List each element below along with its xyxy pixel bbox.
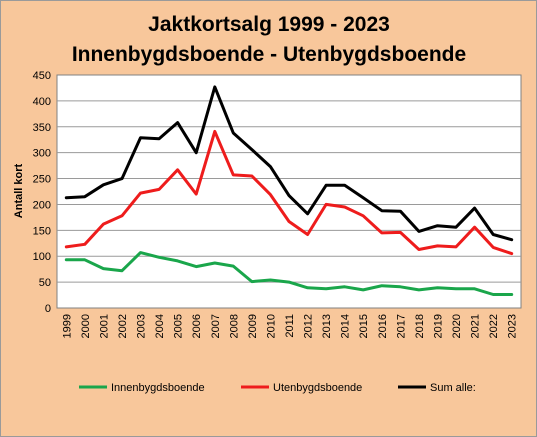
x-tick-label-2020: 2020 xyxy=(451,314,463,338)
legend-label-0: Innenbygdsboende xyxy=(111,382,205,394)
y-tick-label-350: 350 xyxy=(33,122,51,134)
y-axis-label: Antall kort xyxy=(13,163,25,218)
x-tick-label-2023: 2023 xyxy=(507,314,519,338)
y-tick-label-100: 100 xyxy=(33,251,51,263)
x-tick-label-2005: 2005 xyxy=(173,314,185,338)
x-tick-label-2016: 2016 xyxy=(377,314,389,338)
x-tick-label-2002: 2002 xyxy=(117,314,129,338)
y-tick-label-150: 150 xyxy=(33,225,51,237)
x-tick-label-2012: 2012 xyxy=(303,314,315,338)
plot-area xyxy=(56,74,522,309)
x-tick-label-2019: 2019 xyxy=(432,314,444,338)
chart-title-line1: Jaktkortsalg 1999 - 2023 xyxy=(148,13,390,36)
x-tick-label-2004: 2004 xyxy=(154,314,166,338)
x-tick-label-2007: 2007 xyxy=(210,314,222,338)
x-tick-label-2006: 2006 xyxy=(191,314,203,338)
x-tick-label-2021: 2021 xyxy=(470,314,482,338)
series-line-1 xyxy=(64,129,514,256)
x-tick-label-2014: 2014 xyxy=(340,314,352,338)
legend: Innenbygdsboende Utenbygdsboende Sum alle: xyxy=(79,382,476,394)
x-tick-label-2003: 2003 xyxy=(136,314,148,338)
y-tick-label-400: 400 xyxy=(33,96,51,108)
series-line-2 xyxy=(64,85,514,242)
x-tick-label-2011: 2011 xyxy=(284,314,296,338)
legend-label-2: Sum alle: xyxy=(430,382,476,394)
legend-label-1: Utenbygdsboende xyxy=(273,382,362,394)
x-tick-label-2018: 2018 xyxy=(414,314,426,338)
x-tick-label-2009: 2009 xyxy=(247,314,259,338)
x-axis-ticks: 1999 2000 2001 2002 2003 2004 2005 2006 2007 2008… xyxy=(61,314,518,338)
x-tick-label-2000: 2000 xyxy=(80,314,92,338)
x-tick-label-2017: 2017 xyxy=(395,314,407,338)
series-line-0 xyxy=(64,251,514,296)
y-axis-ticks: 0 50 100 150 200 250 300 350 400 450 xyxy=(33,70,51,315)
x-tick-label-2008: 2008 xyxy=(228,314,240,338)
series-lines xyxy=(64,85,514,296)
x-tick-label-2010: 2010 xyxy=(265,314,277,338)
x-tick-label-2013: 2013 xyxy=(321,314,333,338)
y-tick-label-450: 450 xyxy=(33,70,51,82)
y-tick-label-0: 0 xyxy=(45,303,51,315)
x-tick-label-2001: 2001 xyxy=(98,314,110,338)
x-tick-label-1999: 1999 xyxy=(61,314,73,338)
y-tick-label-50: 50 xyxy=(39,277,51,289)
y-tick-label-200: 200 xyxy=(33,199,51,211)
y-tick-label-250: 250 xyxy=(33,174,51,186)
x-tick-label-2015: 2015 xyxy=(358,314,370,338)
y-tick-label-300: 300 xyxy=(33,148,51,160)
x-tick-label-2022: 2022 xyxy=(488,314,500,338)
chart-title-line2: Innenbygdsboende - Utenbygdsboende xyxy=(72,43,466,66)
